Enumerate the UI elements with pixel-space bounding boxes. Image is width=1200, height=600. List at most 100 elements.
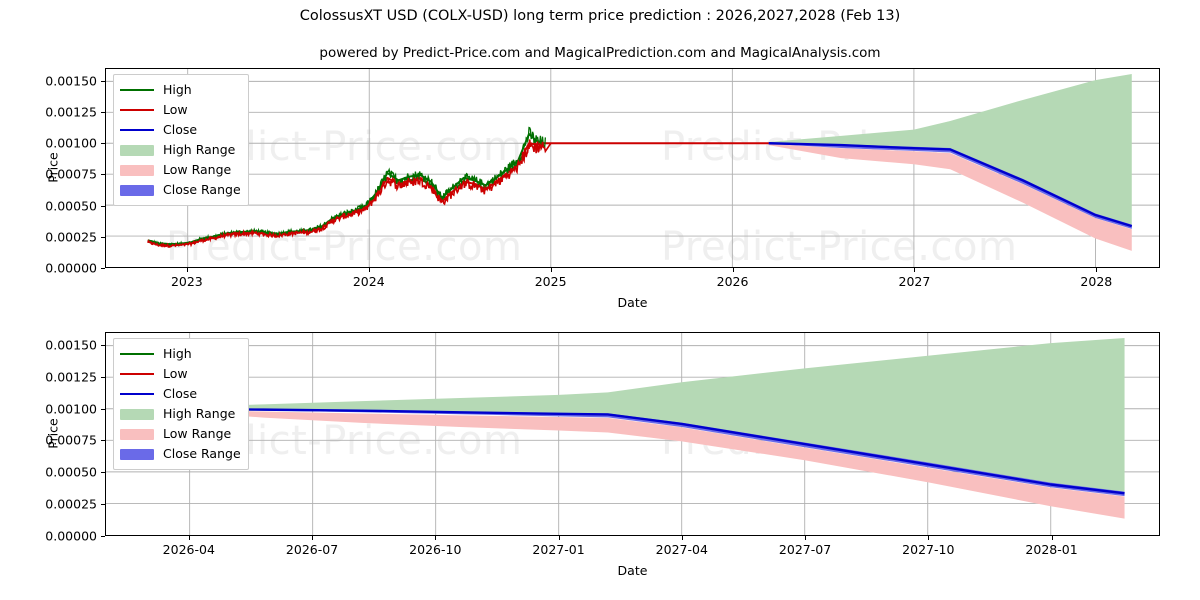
legend-label: Close (163, 385, 198, 401)
y-tick-label: 0.00025 (45, 496, 97, 512)
y-tick-label: 0.00075 (45, 432, 97, 448)
top-chart-axes: Predict-Price.com Predict-Price.com Pred… (105, 68, 1160, 268)
y-tick-label: 0.00050 (45, 198, 97, 213)
legend-swatch-high (120, 84, 154, 96)
y-tick-label: 0.00000 (45, 528, 97, 544)
x-tick-label: 2028-01 (1025, 542, 1078, 557)
y-tick-label: 0.00050 (45, 464, 97, 480)
y-tick-label: 0.00150 (45, 73, 97, 88)
x-tick-mark (681, 536, 683, 540)
bottom-chart-y-axis-label: Price (45, 418, 61, 449)
x-tick-label: 2028 (1080, 274, 1113, 289)
legend-item-close: Close (120, 120, 241, 140)
x-tick-mark (914, 268, 916, 272)
legend-label: High (163, 81, 192, 97)
x-tick-mark (368, 268, 370, 272)
x-tick-mark (558, 536, 560, 540)
x-tick-mark (186, 268, 188, 272)
legend-item-close: Close (120, 384, 241, 404)
legend-label: Low Range (163, 161, 232, 177)
y-tick-label: 0.00075 (45, 166, 97, 182)
top-chart-ytick-labels: 0.00000 0.00025 0.00050 0.00075 0.00100 0.001… (5, 68, 97, 276)
y-tick-mark (101, 408, 105, 410)
legend-swatch-high-range (120, 408, 154, 420)
x-tick-label: 2027-04 (655, 542, 708, 557)
y-tick-mark (101, 536, 105, 537)
y-tick-mark (101, 504, 105, 506)
y-tick-mark (101, 205, 105, 207)
y-tick-mark (101, 376, 105, 378)
top-chart-y-axis-label: Price (45, 152, 61, 183)
bottom-chart-ytick-labels: 0.00000 0.00025 0.00050 0.00075 0.00100 0.001… (5, 332, 97, 543)
x-tick-mark (550, 268, 552, 272)
legend-item-low-range: Low Range (120, 424, 241, 444)
y-tick-mark (101, 268, 105, 269)
bottom-chart-x-axis-label: Date (617, 563, 648, 578)
legend-swatch-low-range (120, 428, 154, 440)
top-chart-x-axis-label: Date (617, 295, 648, 310)
x-tick-label: 2027-01 (532, 542, 585, 557)
top-chart-plot (106, 69, 1159, 267)
chart-subtitle: powered by Predict-Price.com and Magical… (319, 45, 881, 61)
legend-label: Low (163, 101, 188, 117)
x-tick-label: 2025 (534, 274, 567, 289)
x-tick-label: 2027-10 (902, 542, 955, 557)
x-tick-label: 2024 (352, 274, 385, 289)
x-tick-mark (188, 536, 190, 540)
chart-title: ColossusXT USD (COLX-USD) long term pric… (299, 8, 901, 24)
legend-swatch-low (120, 368, 154, 380)
legend-swatch-close (120, 388, 154, 400)
legend-label: High Range (163, 141, 236, 157)
legend-item-low-range: Low Range (120, 160, 241, 180)
legend-label: High Range (163, 405, 236, 421)
legend-item-low: Low (120, 364, 241, 384)
legend-label: Close Range (163, 181, 241, 197)
y-tick-label: 0.00000 (45, 260, 97, 276)
y-tick-label: 0.00025 (45, 229, 97, 245)
y-tick-mark (101, 111, 105, 113)
legend-swatch-high-range (120, 144, 154, 156)
legend-label: Close (163, 121, 198, 137)
x-tick-mark (805, 536, 807, 540)
y-tick-mark (101, 236, 105, 238)
x-tick-label: 2026-04 (162, 542, 215, 557)
x-tick-label: 2026-07 (285, 542, 339, 557)
y-tick-mark (101, 143, 105, 144)
legend-item-high: High (120, 80, 241, 100)
legend-swatch-close-range (120, 448, 154, 460)
top-chart-legend: High Low Close High Range Low Range Close Ran… (113, 74, 249, 206)
y-tick-label: 0.00100 (45, 401, 97, 416)
x-tick-mark (435, 536, 437, 540)
legend-item-high-range: High Range (120, 140, 241, 160)
x-tick-mark (1051, 536, 1053, 540)
legend-swatch-close-range (120, 184, 154, 196)
y-tick-mark (101, 344, 105, 346)
x-tick-label: 2026-10 (409, 542, 462, 557)
bottom-chart-axes: Predict-Price.com Predict-Price.com (105, 332, 1160, 536)
legend-label: High (163, 345, 192, 361)
legend-label: Close Range (163, 445, 241, 461)
y-tick-mark (101, 440, 105, 442)
bottom-chart-legend: High Low Close High Range Low Range Close Ran… (113, 338, 249, 470)
x-tick-mark (928, 536, 930, 540)
legend-item-low: Low (120, 100, 241, 120)
legend-item-high-range: High Range (120, 404, 241, 424)
bottom-chart-plot (106, 333, 1159, 535)
legend-swatch-close (120, 124, 154, 136)
legend-label: Low (163, 365, 188, 381)
x-tick-label: 2027 (898, 274, 931, 289)
x-tick-mark (1096, 268, 1098, 272)
x-tick-label: 2026 (716, 274, 749, 289)
y-tick-label: 0.00125 (45, 104, 97, 120)
y-tick-label: 0.00150 (45, 337, 97, 353)
y-tick-label: 0.00125 (45, 369, 97, 385)
legend-swatch-high (120, 348, 154, 360)
y-tick-label: 0.00100 (45, 135, 97, 151)
x-tick-label: 2023 (170, 274, 203, 289)
legend-item-close-range: Close Range (120, 444, 241, 464)
x-tick-label: 2027-07 (778, 542, 832, 557)
y-tick-mark (101, 472, 105, 474)
x-tick-mark (312, 536, 314, 540)
legend-label: Low Range (163, 425, 232, 441)
